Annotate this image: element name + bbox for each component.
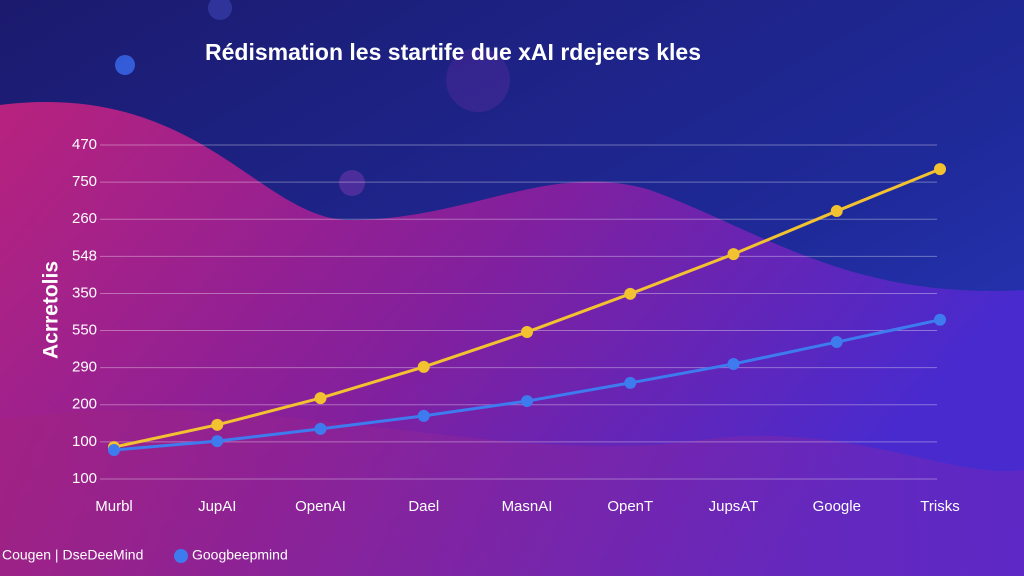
y-tick-label: 100 [72, 433, 97, 450]
y-tick-label: 290 [72, 359, 97, 376]
chart-title: Rédismation les startife due xAI rdejeer… [205, 39, 701, 65]
data-point [624, 376, 637, 389]
x-tick-label: JupsAT [709, 498, 759, 515]
data-point [727, 248, 740, 261]
data-point [521, 326, 533, 339]
data-point [314, 422, 327, 435]
data-point [727, 357, 740, 370]
decoration [115, 55, 135, 75]
y-axis-label: Acrretolis [40, 261, 63, 359]
data-point [417, 360, 430, 373]
x-tick-label: Trisks [920, 498, 959, 515]
data-point [211, 435, 224, 448]
data-point [417, 409, 430, 422]
y-tick-label: 200 [72, 396, 97, 413]
legend-label: Cougen | DseDeeMind [2, 547, 143, 563]
y-tick-label: 100 [72, 470, 97, 487]
y-tick-label: 260 [72, 210, 97, 227]
x-tick-label: JupAI [198, 498, 236, 515]
data-point [108, 444, 120, 457]
legend-marker [174, 549, 188, 563]
data-point [934, 313, 946, 326]
data-point [830, 205, 843, 218]
y-tick-label: 350 [72, 284, 97, 301]
data-point [624, 287, 637, 300]
decoration [446, 48, 510, 112]
x-tick-label: Dael [408, 498, 439, 515]
data-point [830, 336, 843, 349]
x-tick-label: OpenAI [295, 498, 346, 515]
y-tick-label: 470 [72, 136, 97, 153]
x-tick-label: Murbl [95, 498, 133, 515]
decoration [339, 170, 365, 196]
y-tick-label: 750 [72, 173, 97, 190]
data-point [934, 163, 946, 176]
data-point [211, 418, 224, 431]
decoration [208, 0, 232, 20]
data-point [314, 392, 327, 405]
x-tick-label: MasnAI [502, 498, 553, 515]
x-tick-label: Google [813, 498, 861, 515]
x-tick-label: OpenT [607, 498, 653, 515]
background-wave [0, 409, 1024, 576]
y-tick-label: 550 [72, 322, 97, 339]
y-tick-label: 548 [72, 247, 97, 264]
legend-label: Googbeepmind [192, 547, 288, 563]
data-point [521, 395, 533, 408]
